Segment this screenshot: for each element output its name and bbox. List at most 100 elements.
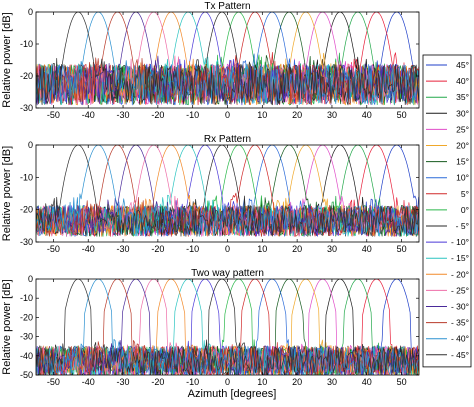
legend-label: - 40° (451, 334, 469, 344)
x-tick-label: 50 (397, 377, 407, 387)
legend-box (422, 54, 472, 368)
x-tick-label: 50 (397, 244, 407, 254)
y-tick-label: -30 (20, 103, 33, 113)
legend-label: 15° (456, 157, 469, 167)
y-tick-label: -30 (20, 332, 33, 342)
x-tick-label: -30 (117, 377, 130, 387)
y-tick-label: -30 (20, 237, 33, 247)
y-axis-label: Relative power [dB] (1, 146, 13, 241)
x-tick-label: -10 (186, 110, 199, 120)
series-line-18 (36, 12, 419, 106)
series-line-13 (36, 279, 419, 375)
legend-label: 0° (461, 205, 469, 215)
x-tick-label: 40 (362, 244, 372, 254)
legend-label: 45° (456, 60, 469, 70)
x-tick-label: -50 (47, 377, 60, 387)
y-tick-label: -10 (20, 172, 33, 182)
legend-entry: 5° (426, 189, 469, 199)
x-tick-label: 20 (292, 377, 302, 387)
legend-label: 35° (456, 92, 469, 102)
x-axis-label: Azimuth [degrees] (188, 388, 277, 400)
legend-label: - 20° (451, 269, 469, 279)
y-tick-label: -20 (20, 205, 33, 215)
legend-label: 5° (461, 189, 469, 199)
legend-entry: - 20° (426, 269, 469, 279)
x-tick-label: 0 (225, 244, 230, 254)
panel-title: Tx Pattern (204, 1, 250, 12)
plot-area (36, 12, 419, 106)
x-tick-label: 30 (327, 110, 337, 120)
x-tick-label: 0 (225, 377, 230, 387)
legend-label: 40° (456, 76, 469, 86)
legend-entry: 25° (426, 124, 469, 134)
x-tick-label: -10 (186, 377, 199, 387)
y-tick-label: -20 (20, 312, 33, 322)
y-tick-label: 0 (28, 274, 33, 284)
plot-area (36, 145, 419, 237)
legend-label: - 10° (451, 237, 469, 247)
x-tick-label: -30 (117, 110, 130, 120)
x-tick-label: 0 (225, 110, 230, 120)
x-tick-label: -50 (47, 110, 60, 120)
x-tick-label: -40 (82, 377, 95, 387)
legend-entry: - 45° (426, 350, 469, 360)
x-tick-label: 10 (257, 244, 267, 254)
y-tick-label: 0 (28, 140, 33, 150)
x-tick-label: -30 (117, 244, 130, 254)
x-tick-label: -20 (151, 110, 164, 120)
x-tick-label: 40 (362, 110, 372, 120)
legend-entry: 15° (426, 157, 469, 167)
plot-area (36, 279, 419, 375)
series-line-17 (36, 12, 419, 106)
series-line-18 (36, 279, 419, 375)
legend-entry: 30° (426, 108, 469, 118)
x-tick-label: -20 (151, 244, 164, 254)
legend-entry: - 15° (426, 253, 469, 263)
panel-3: -50 -40 -30 -20 -10 0 10 20 30 40 50 0 -10 -20 -30 -40 -… (1, 268, 420, 387)
x-tick-label: -40 (82, 244, 95, 254)
legend-label: 25° (456, 124, 469, 134)
legend-label: 10° (456, 173, 469, 183)
x-tick-label: 20 (292, 244, 302, 254)
legend-entry: - 35° (426, 318, 469, 328)
legend-label: 20° (456, 141, 469, 151)
panel-title: Rx Pattern (204, 134, 251, 145)
legend-label: 30° (456, 108, 469, 118)
x-tick-label: 10 (257, 377, 267, 387)
panel-title: Two way pattern (191, 268, 264, 279)
x-tick-label: 40 (362, 377, 372, 387)
chart-legend: 45° 40° 35° 30° 25° 20° 15° 10° 5° 0° - 5° - 10° - 1… (422, 54, 472, 368)
legend-entry: - 40° (426, 334, 469, 344)
y-tick-label: -20 (20, 71, 33, 81)
x-tick-label: 30 (327, 377, 337, 387)
legend-label: - 25° (451, 285, 469, 295)
x-tick-label: -20 (151, 377, 164, 387)
legend-label: - 5° (456, 221, 469, 231)
legend-label: - 15° (451, 253, 469, 263)
legend-entry: - 10° (426, 237, 469, 247)
legend-entry: - 5° (426, 221, 469, 231)
legend-entry: - 30° (426, 302, 469, 312)
x-tick-label: -10 (186, 244, 199, 254)
legend-label: - 30° (451, 302, 469, 312)
series-line-18 (36, 145, 419, 237)
x-tick-label: 10 (257, 110, 267, 120)
y-axis-label: Relative power [dB] (1, 12, 13, 107)
y-axis-label: Relative power [dB] (1, 279, 13, 374)
y-tick-label: -50 (20, 370, 33, 380)
legend-label: - 35° (451, 318, 469, 328)
series-line-17 (36, 145, 419, 237)
y-tick-label: -40 (20, 351, 33, 361)
chart-panels: -50 -40 -30 -20 -10 0 10 20 30 40 50 0 -10 -20 -30 Tx P… (1, 1, 420, 387)
x-tick-label: 50 (397, 110, 407, 120)
legend-entry: 20° (426, 141, 469, 151)
x-tick-label: 20 (292, 110, 302, 120)
x-tick-label: -50 (47, 244, 60, 254)
x-tick-label: -40 (82, 110, 95, 120)
panel-2: -50 -40 -30 -20 -10 0 10 20 30 40 50 0 -10 -20 -30 Rx P… (1, 134, 420, 254)
panel-1: -50 -40 -30 -20 -10 0 10 20 30 40 50 0 -10 -20 -30 Tx P… (1, 1, 420, 120)
y-tick-label: -10 (20, 39, 33, 49)
y-tick-label: 0 (28, 7, 33, 17)
